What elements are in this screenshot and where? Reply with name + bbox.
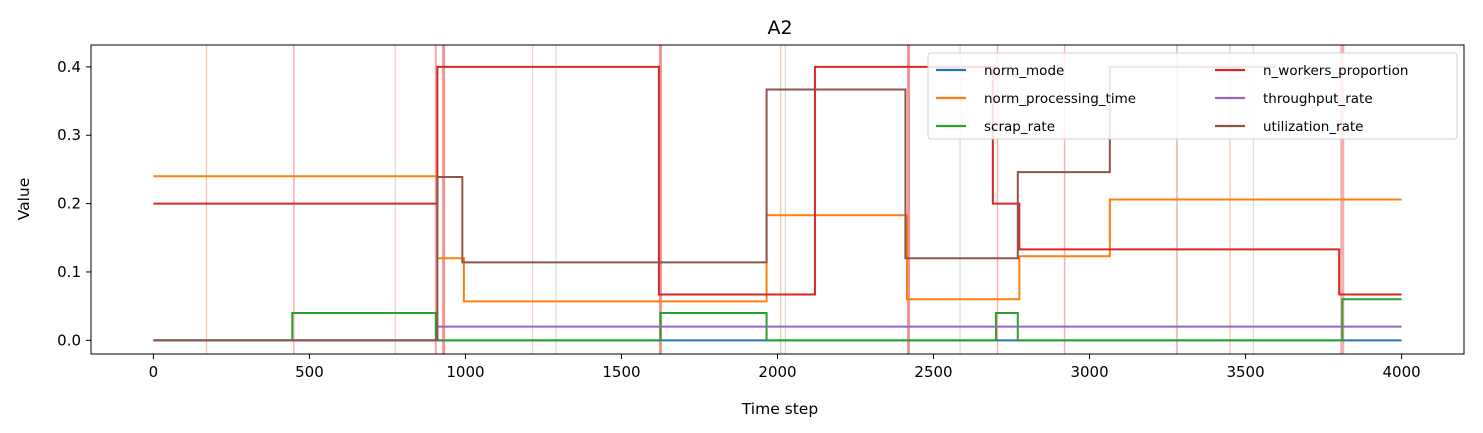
y-axis: 0.0 0.1 0.2 0.3 0.4 — [57, 58, 91, 349]
legend-label-n-workers-proportion: n_workers_proportion — [1263, 63, 1408, 79]
y-tick-label: 0.4 — [57, 58, 81, 76]
chart-title: A2 — [767, 17, 792, 39]
series-line-n-workers-proportion — [153, 65, 1402, 296]
x-axis-label: Time step — [741, 400, 818, 418]
y-tick-label: 0.1 — [57, 263, 81, 281]
x-tick-label: 0 — [149, 363, 159, 381]
x-tick-label: 3000 — [1070, 363, 1108, 381]
series-lines — [153, 65, 1402, 342]
legend-label-norm-mode: norm_mode — [984, 63, 1064, 79]
legend-label-utilization-rate: utilization_rate — [1263, 119, 1364, 135]
y-tick-label: 0.3 — [57, 126, 81, 144]
y-tick-label: 0.0 — [57, 331, 81, 349]
legend-label-throughput-rate: throughput_rate — [1263, 91, 1373, 107]
x-tick-label: 4000 — [1382, 363, 1420, 381]
series-line-norm-processing-time — [153, 175, 1402, 303]
y-tick-label: 0.2 — [57, 195, 81, 213]
x-tick-label: 3500 — [1226, 363, 1264, 381]
x-tick-label: 1000 — [446, 363, 484, 381]
x-axis: 0 500 1000 1500 2000 2500 3000 3500 4000 — [149, 354, 1421, 381]
legend: norm_mode norm_processing_time scrap_rate n… — [927, 52, 1458, 140]
x-tick-label: 2500 — [914, 363, 952, 381]
x-tick-label: 1500 — [602, 363, 640, 381]
legend-label-scrap-rate: scrap_rate — [984, 119, 1055, 135]
x-tick-label: 2000 — [758, 363, 796, 381]
legend-label-norm-processing-time: norm_processing_time — [984, 91, 1136, 107]
legend-box — [927, 52, 1458, 140]
x-tick-label: 500 — [295, 363, 324, 381]
y-axis-label: Value — [15, 178, 33, 221]
series-line-utilization-rate — [153, 65, 1277, 342]
